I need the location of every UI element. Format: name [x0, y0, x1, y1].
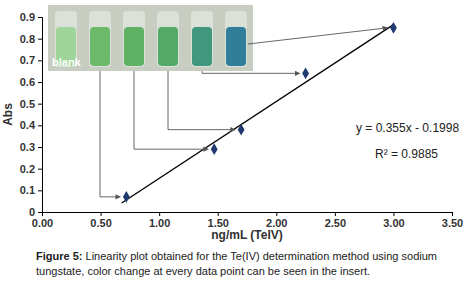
axis-line: [38, 18, 43, 213]
tick: 0: [29, 206, 42, 218]
tick-label: 2.00: [266, 217, 287, 229]
point: [211, 143, 218, 155]
tick-label: 0.3: [20, 141, 35, 153]
chart: 0.000.501.001.502.002.503.003.5000.10.20…: [0, 0, 476, 289]
tube-glass: [123, 11, 145, 67]
axis-line: [43, 213, 453, 217]
x-axis-title: ng/mL (TeIV): [211, 228, 283, 242]
tick-label: 0.5: [20, 98, 35, 110]
tick: 1.50: [208, 212, 229, 229]
tick-label: 0.00: [32, 217, 53, 229]
arrows: [100, 28, 387, 197]
point: [390, 22, 397, 34]
tube-liquid: [158, 27, 178, 66]
plot-area: [122, 22, 397, 203]
tick: 0.5: [20, 98, 42, 110]
tick-mark: [393, 212, 394, 216]
tube-glass: [89, 11, 111, 67]
point: [238, 124, 245, 136]
tube-glass: [157, 11, 179, 67]
tick-mark: [38, 169, 42, 170]
tick: 3.50: [442, 212, 463, 229]
tick-label: 2.50: [325, 217, 346, 229]
tick-mark: [38, 212, 42, 213]
tick-mark: [276, 212, 277, 216]
tick: 0.7: [20, 54, 42, 66]
tick: 0.00: [32, 212, 53, 229]
tick-label: 1.50: [208, 217, 229, 229]
arrow: [134, 71, 208, 149]
tick-label: 1.00: [149, 217, 170, 229]
tick-mark: [218, 212, 219, 216]
tick-label: 0: [29, 206, 35, 218]
insert: blank: [48, 5, 253, 71]
tube-liquid: [226, 27, 246, 66]
tick: 0.6: [20, 76, 42, 88]
tick-mark: [101, 212, 102, 216]
tube-liquid: [90, 27, 110, 66]
tick-label: 0.8: [20, 33, 35, 45]
x-axis: 0.00 0.50 1.00 1.50 2.00 2.50 3.00 3.50: [32, 212, 463, 229]
tick: 3.00: [383, 212, 404, 229]
tick-label: 0.50: [90, 217, 111, 229]
tick: 0.2: [20, 163, 42, 175]
tick: 0.4: [20, 119, 42, 131]
tick: 0.8: [20, 33, 42, 45]
annotation: blank: [52, 56, 82, 68]
tick-label: 0.1: [20, 184, 35, 196]
tube-liquid: [192, 27, 212, 66]
tick-label: 0.4: [20, 119, 36, 131]
tick-label: 0.6: [20, 76, 35, 88]
tick-mark: [159, 212, 160, 216]
tick-mark: [335, 212, 336, 216]
tick-mark: [38, 17, 42, 18]
tick-label: 3.50: [442, 217, 463, 229]
tick-mark: [38, 190, 42, 191]
arrow: [248, 28, 387, 44]
arrow: [100, 71, 120, 197]
insert-background: [48, 5, 253, 71]
tick: 0.3: [20, 141, 42, 153]
tube-glass: [191, 11, 213, 67]
tick-mark: [38, 147, 42, 148]
y-axis: 0 0.1 0.2 0.3 0.4 0.5 0.6 0.7 0.8 0.9: [20, 11, 43, 218]
tick: 2.00: [266, 212, 287, 229]
arrow: [202, 71, 300, 73]
tick-mark: [38, 60, 42, 61]
tick: 0.9: [20, 11, 42, 23]
tick: 2.50: [325, 212, 346, 229]
y-axis-title: Abs: [1, 103, 15, 126]
arrow: [168, 71, 235, 130]
annotation: R² = 0.9885: [375, 147, 438, 161]
tick-label: 3.00: [383, 217, 404, 229]
tick-label: 0.7: [20, 54, 35, 66]
tick-label: 0.9: [20, 11, 35, 23]
annotation: y = 0.355x - 0.1998: [356, 121, 459, 135]
tick-mark: [38, 104, 42, 105]
tick: 1.00: [149, 212, 170, 229]
tick-mark: [38, 125, 42, 126]
tube-liquid: [124, 27, 144, 66]
caption: Figure 5: Linearity plot obtained for th…: [36, 250, 437, 277]
tick-label: 0.2: [20, 163, 35, 175]
tick-mark: [38, 82, 42, 83]
point: [123, 191, 130, 203]
tube-glass: [225, 11, 247, 67]
tick-mark: [452, 212, 453, 216]
tick: 0.1: [20, 184, 42, 196]
trend-line: [122, 25, 394, 203]
tick-mark: [38, 39, 42, 40]
point: [302, 67, 309, 79]
tick: 0.50: [90, 212, 111, 229]
